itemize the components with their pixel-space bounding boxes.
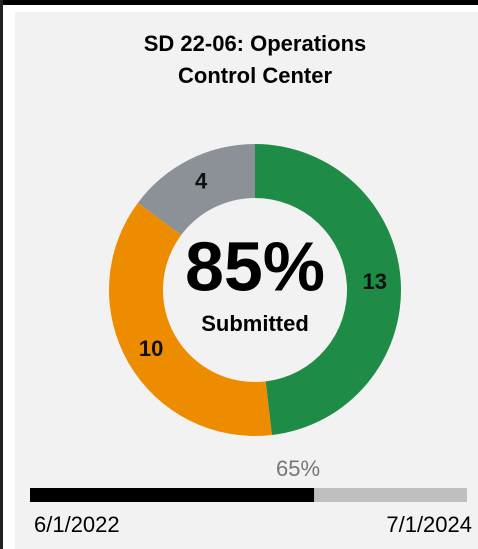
top-border: [0, 0, 478, 5]
progress-label: 65%: [276, 456, 320, 481]
end-date: 7/1/2024: [386, 512, 472, 537]
start-date: 6/1/2022: [34, 512, 120, 537]
donut-segment: [109, 202, 272, 436]
card: [15, 12, 478, 549]
donut-segment: [137, 144, 255, 236]
chart-title: SD 22-06: Operations Control Center: [143, 31, 367, 88]
left-border: [0, 0, 3, 549]
progress-bar: [30, 488, 315, 502]
segment-label: 10: [139, 336, 163, 361]
donut-segment: [255, 144, 401, 436]
title-box: SD 22-06: Operations Control Center: [143, 31, 367, 88]
center-caption: Submitted: [201, 311, 309, 336]
center-value: 85%: [185, 227, 325, 305]
segment-label: 4: [195, 169, 208, 194]
segment-label: 13: [363, 269, 387, 294]
